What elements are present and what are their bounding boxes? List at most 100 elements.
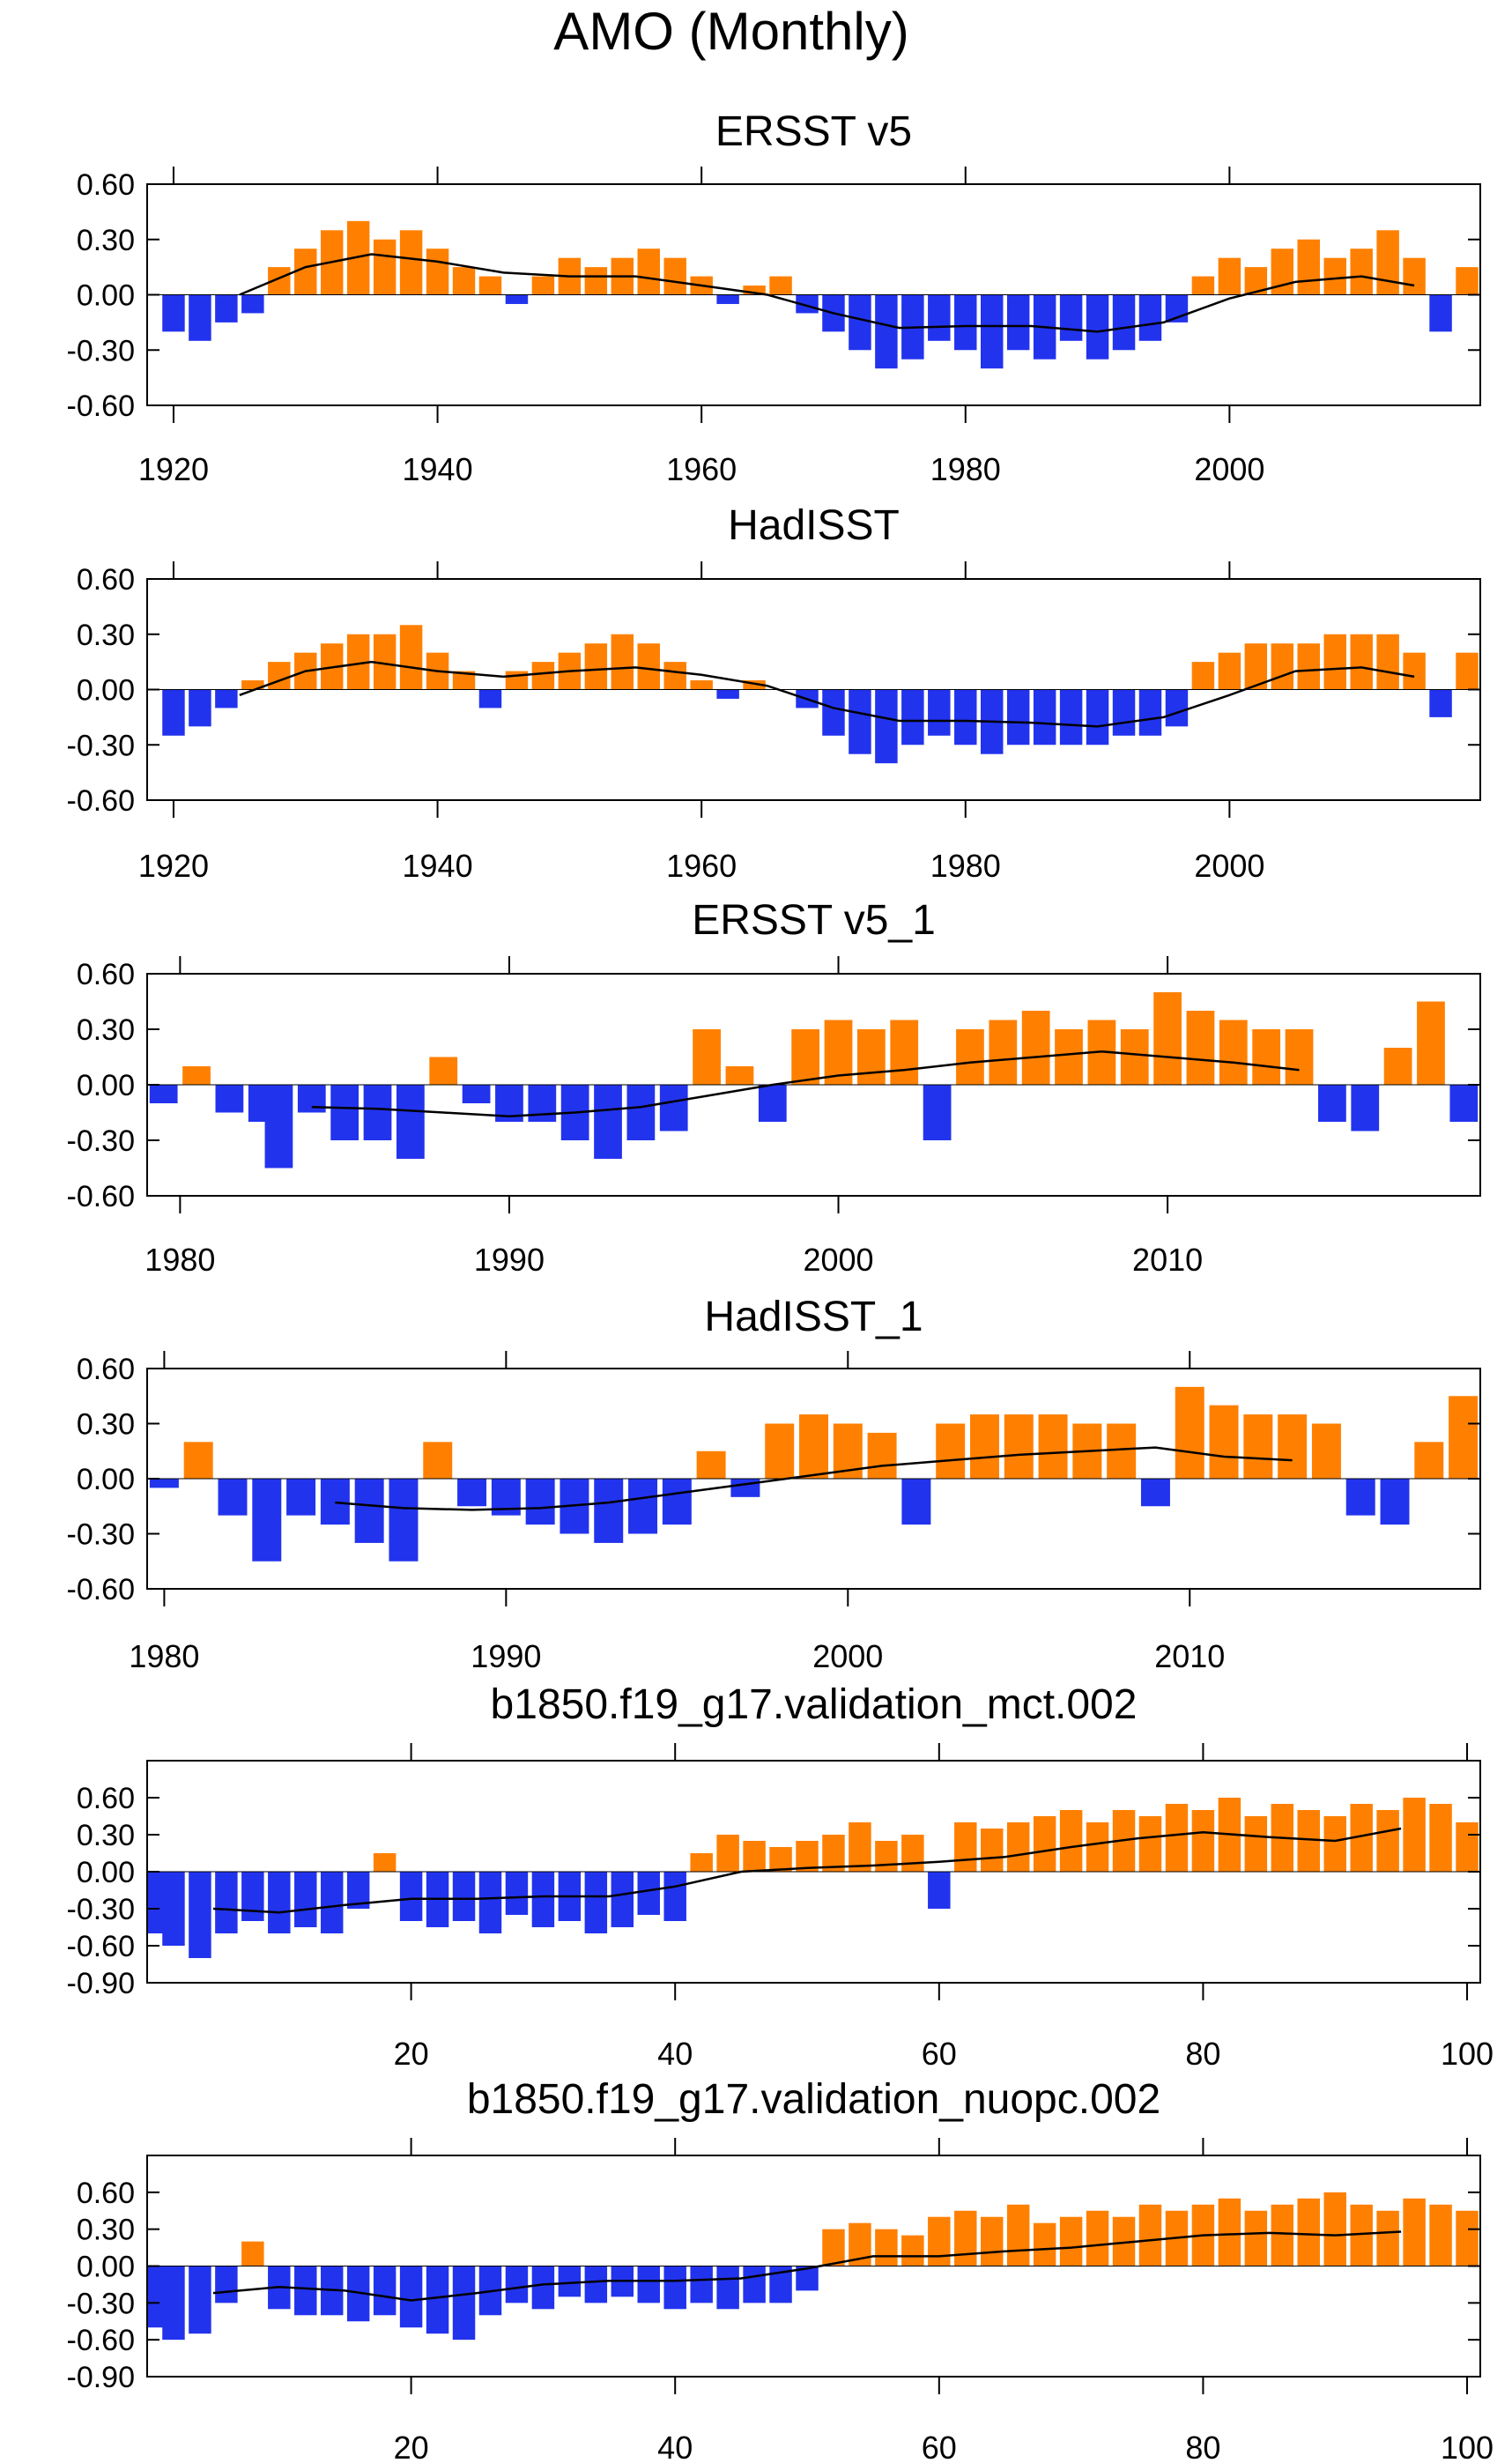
positive-anomaly-bar [1218, 257, 1241, 295]
positive-anomaly-bar [1086, 2210, 1109, 2266]
y-tick-label: 0.30 [77, 1013, 135, 1047]
y-tick-label: 0.60 [77, 958, 135, 991]
positive-anomaly-bar [183, 1442, 213, 1479]
positive-anomaly-bar [1191, 662, 1215, 690]
negative-anomaly-bar [637, 1872, 660, 1915]
negative-anomaly-bar [1318, 1085, 1346, 1122]
positive-anomaly-bar [822, 1835, 845, 1872]
negative-anomaly-bar [478, 689, 502, 708]
positive-anomaly-bar [1107, 1423, 1137, 1479]
x-tick-label: 1980 [930, 451, 1001, 487]
positive-anomaly-bar [969, 1414, 999, 1479]
smoothed-line [212, 2230, 1402, 2302]
positive-anomaly-bar [769, 1847, 792, 1872]
y-tick-label: 0.30 [77, 619, 135, 652]
negative-anomaly-bar [215, 2266, 238, 2303]
positive-anomaly-bar [954, 1822, 977, 1872]
positive-anomaly-bar [765, 1423, 795, 1479]
y-tick-label: -0.60 [67, 1180, 136, 1213]
negative-anomaly-bar [716, 2266, 739, 2310]
negative-anomaly-bar [1449, 1085, 1479, 1122]
negative-anomaly-bar [659, 1085, 688, 1131]
negative-anomaly-bar [1006, 294, 1030, 351]
negative-anomaly-bar [928, 689, 951, 736]
y-tick-label: -0.30 [67, 334, 136, 367]
y-tick-label: -0.30 [67, 1518, 136, 1552]
negative-anomaly-bar [628, 1479, 658, 1534]
negative-anomaly-bar [1429, 294, 1452, 332]
y-tick-label: -0.90 [67, 2361, 136, 2394]
smoothed-line [239, 660, 1415, 728]
negative-anomaly-bar [637, 2266, 660, 2303]
negative-anomaly-bar [584, 2266, 608, 2303]
x-tick-label: 2010 [1154, 1638, 1225, 1674]
chart-title: ERSST v5_1 [692, 897, 936, 944]
positive-anomaly-bar [1186, 1011, 1215, 1085]
positive-anomaly-bar [716, 1835, 739, 1872]
negative-anomaly-bar [373, 2266, 397, 2316]
negative-anomaly-bar [149, 1479, 179, 1488]
negative-anomaly-bar [452, 2266, 476, 2341]
positive-anomaly-bar [1271, 643, 1294, 690]
positive-anomaly-bar [1350, 249, 1373, 295]
negative-anomaly-bar [162, 689, 185, 736]
positive-anomaly-bar [875, 1841, 898, 1872]
x-tick-label: 1990 [471, 1638, 541, 1674]
positive-anomaly-bar [1323, 2192, 1346, 2266]
positive-anomaly-bar [399, 230, 423, 295]
negative-anomaly-bar [716, 689, 739, 699]
positive-anomaly-bar [867, 1432, 897, 1479]
positive-anomaly-bar [1086, 1822, 1109, 1872]
x-tick-label: 60 [922, 2036, 957, 2072]
y-tick-label: 0.60 [77, 1782, 135, 1815]
x-tick-label: 1990 [474, 1242, 545, 1278]
positive-anomaly-bar [1218, 2198, 1241, 2266]
chart-title: b1850.f19_g17.validation_mct.002 [491, 1681, 1138, 1728]
positive-anomaly-bar [1006, 2204, 1030, 2266]
negative-anomaly-bar [875, 294, 898, 369]
x-tick-label: 1940 [403, 848, 473, 884]
positive-anomaly-bar [611, 634, 634, 690]
positive-anomaly-bar [294, 249, 317, 295]
positive-anomaly-bar [1449, 1396, 1479, 1479]
positive-anomaly-bar [690, 680, 713, 690]
positive-anomaly-bar [743, 680, 766, 690]
positive-anomaly-bar [268, 662, 291, 690]
x-tick-label: 1920 [138, 848, 209, 884]
negative-anomaly-bar [1033, 689, 1056, 746]
positive-anomaly-bar [1059, 1810, 1083, 1872]
negative-anomaly-bar [730, 1479, 760, 1497]
positive-anomaly-bar [1271, 2204, 1294, 2266]
x-tick-label: 80 [1185, 2430, 1220, 2463]
smoothed-line [311, 1050, 1300, 1117]
positive-anomaly-bar [1243, 1414, 1273, 1479]
negative-anomaly-bar [426, 2266, 449, 2334]
positive-anomaly-bar [1297, 2198, 1320, 2266]
positive-anomaly-bar [478, 276, 502, 295]
y-tick-label: 0.30 [77, 1819, 135, 1852]
positive-anomaly-bar [769, 276, 792, 295]
negative-anomaly-bar [363, 1085, 392, 1140]
negative-anomaly-bar [505, 294, 529, 304]
positive-anomaly-bar [1456, 267, 1479, 295]
chart-panel-6: b1850.f19_g17.validation_nuopc.002 0.60 0.… [67, 2076, 1494, 2463]
negative-anomaly-bar [218, 1479, 248, 1516]
positive-anomaly-bar [429, 1057, 458, 1085]
negative-anomaly-bar [528, 1085, 557, 1122]
x-tick-label: 2000 [803, 1242, 873, 1278]
x-tick-label: 100 [1441, 2430, 1493, 2463]
x-tick-label: 20 [394, 2430, 429, 2463]
positive-anomaly-bar [1209, 1405, 1239, 1479]
positive-anomaly-bar [791, 1029, 820, 1085]
negative-anomaly-bar [875, 689, 898, 764]
negative-anomaly-bar [584, 1872, 608, 1933]
positive-anomaly-bar [452, 267, 476, 295]
positive-anomaly-bar [1138, 1816, 1162, 1872]
chart-panel-5: b1850.f19_g17.validation_mct.002 0.60 0.30… [67, 1681, 1494, 2072]
negative-anomaly-bar [1345, 1479, 1375, 1516]
positive-anomaly-bar [1297, 239, 1320, 295]
positive-anomaly-bar [1285, 1029, 1314, 1085]
positive-anomaly-bar [928, 2216, 951, 2266]
